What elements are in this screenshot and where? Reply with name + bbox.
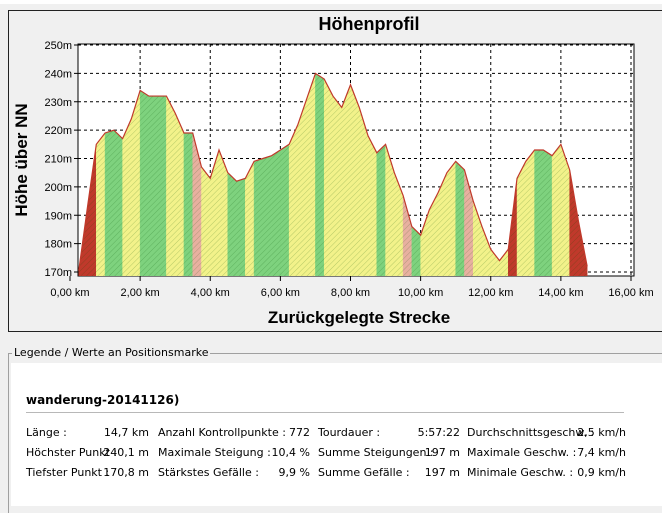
elevation-line — [78, 72, 588, 271]
stat-value: 5:57:22 — [417, 426, 460, 439]
stat-value: 240,1 m — [103, 446, 149, 459]
stat-value: 14,7 km — [103, 426, 149, 439]
stat-label: Summe Gefälle : — [318, 466, 410, 479]
stat-label: Tiefster Punkt : — [26, 466, 110, 479]
x-tick-label: 2,00 km — [121, 287, 160, 299]
legend-panel — [11, 363, 662, 506]
stat-value: 2,5 km/h — [577, 426, 626, 439]
legend-frame — [8, 353, 662, 513]
stat-label: Anzahl Kontrollpunkte : — [158, 426, 286, 439]
x-tick-label: 10,00 km — [398, 287, 443, 299]
y-tick-label: 240m — [44, 68, 72, 80]
x-tick-label: 12,00 km — [468, 287, 513, 299]
stat-label: Länge : — [26, 426, 67, 439]
x-tick-label: 4,00 km — [191, 287, 230, 299]
y-tick-label: 210m — [44, 154, 72, 166]
x-tick-label: 0,00 km — [50, 287, 89, 299]
track-separator — [26, 412, 624, 413]
stat-value: 9,9 % — [278, 466, 310, 479]
x-tick-label: 16,00 km — [608, 287, 653, 299]
area-hatch — [78, 73, 588, 276]
x-tick-label: 6,00 km — [261, 287, 300, 299]
y-tick-label: 200m — [44, 182, 72, 194]
stat-label: Höchster Punkt : — [26, 446, 118, 459]
stat-label: Maximale Geschw. : — [467, 446, 577, 459]
stat-label: Durchschnittsgeschw. : — [467, 426, 595, 439]
y-axis: 170m 180m 190m 200m 210m 220m 230m 240m 250m — [44, 40, 78, 279]
elevation-area — [78, 72, 588, 276]
y-tick-label: 250m — [44, 40, 72, 52]
y-tick-label: 230m — [44, 97, 72, 109]
top-border — [0, 0, 662, 4]
stat-value: 7,4 km/h — [577, 446, 626, 459]
y-tick-label: 190m — [44, 210, 72, 222]
legend-caption: Legende / Werte an Positionsmarke — [12, 346, 211, 359]
stat-label: Maximale Steigung : — [158, 446, 271, 459]
stat-value: 197 m — [424, 466, 460, 479]
stat-label: Stärkstes Gefälle : — [158, 466, 259, 479]
y-axis-label: Höhe über NN — [12, 103, 31, 216]
y-tick-label: 180m — [44, 239, 72, 251]
stat-label: Minimale Geschw. : — [467, 466, 574, 479]
stat-value: 197 m — [424, 446, 460, 459]
stat-value: 772 — [289, 426, 310, 439]
x-axis-label: Zurückgelegte Strecke — [268, 308, 450, 327]
legend-group: Legende / Werte an Positionsmarke — [0, 346, 662, 513]
stat-label: Tourdauer : — [318, 426, 381, 439]
elevation-chart[interactable]: Höhenprofil 170m 180m 190m 200m 210m 220m 230m… — [0, 0, 662, 336]
chart-title: Höhenprofil — [319, 14, 420, 34]
x-tick-label: 14,00 km — [538, 287, 583, 299]
y-tick-label: 220m — [44, 125, 72, 137]
stat-value: 170,8 m — [103, 466, 149, 479]
stat-value: 0,9 km/h — [577, 466, 626, 479]
stat-value: 10,4 % — [271, 446, 310, 459]
x-axis: 0,00 km 2,00 km 4,00 km 6,00 km 8,00 km 10,00… — [50, 276, 654, 299]
chart-panel: Höhenprofil 170m 180m 190m 200m 210m 220m 230m… — [0, 0, 662, 336]
x-tick-label: 8,00 km — [331, 287, 370, 299]
y-tick-label: 170m — [44, 267, 72, 279]
stat-label: Summe Steigungen : — [318, 446, 434, 459]
track-name: wanderung-20141126) — [26, 393, 180, 407]
